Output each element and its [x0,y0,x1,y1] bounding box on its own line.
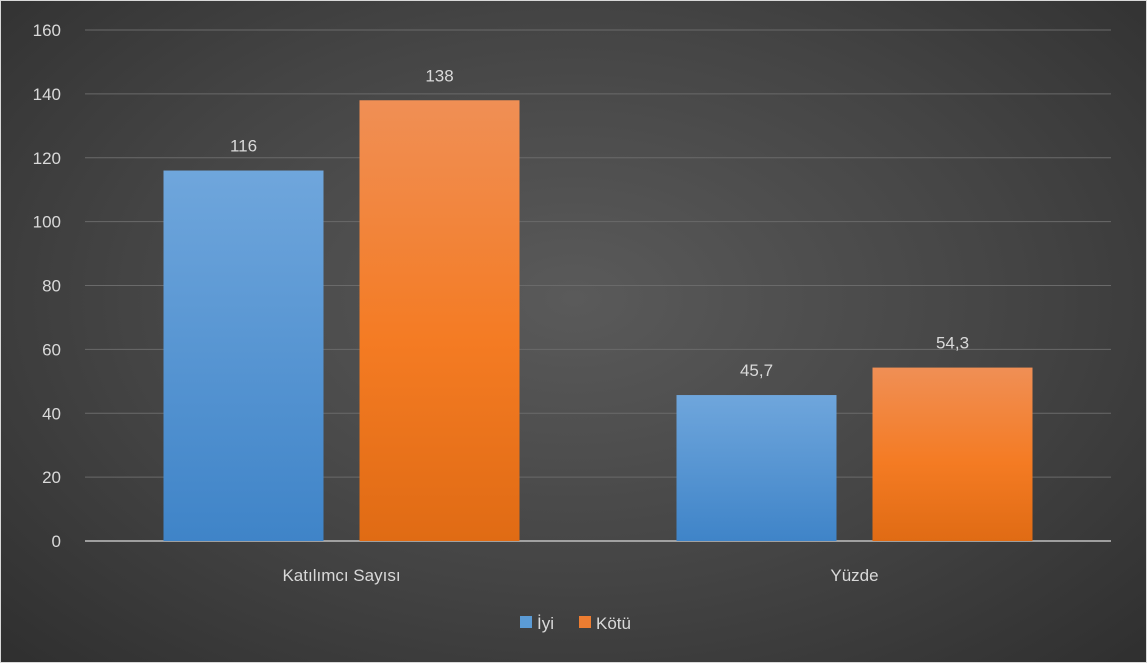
y-tick-label: 160 [33,21,61,40]
data-label: 138 [425,66,453,85]
bar-kotu-0 [359,100,520,541]
data-label: 45,7 [740,361,773,380]
y-axis: 0 20 40 60 80 100 120 140 160 [33,21,61,551]
legend-swatch [520,616,532,628]
data-labels: 116 138 45,7 54,3 [230,66,969,380]
y-tick-label: 120 [33,149,61,168]
y-tick-label: 140 [33,85,61,104]
bar-kotu-1 [872,367,1033,541]
category-label: Katılımcı Sayısı [282,566,400,585]
y-tick-label: 0 [52,532,61,551]
bar-iyi-0 [163,170,324,541]
legend-label: Kötü [596,614,631,633]
legend-label: İyi [537,614,554,633]
y-tick-label: 20 [42,468,61,487]
bars [163,100,1033,541]
y-tick-label: 100 [33,213,61,232]
bar-iyi-1 [676,395,837,541]
y-tick-label: 60 [42,340,61,359]
x-axis: Katılımcı Sayısı Yüzde [282,566,878,585]
data-label: 54,3 [936,334,969,353]
y-tick-label: 80 [42,277,61,296]
data-label: 116 [230,137,257,156]
legend-swatch [579,616,591,628]
category-label: Yüzde [830,566,878,585]
y-tick-label: 40 [42,404,61,423]
legend: İyi Kötü [520,614,631,633]
